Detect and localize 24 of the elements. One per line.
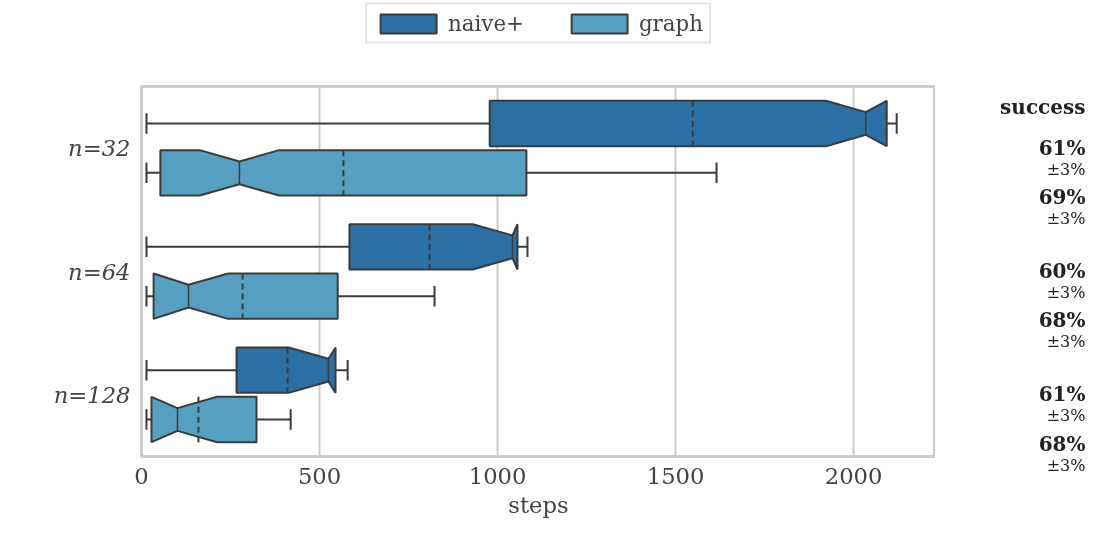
text: 68%	[1038, 308, 1086, 333]
legend-label: naive+	[448, 10, 524, 36]
text: ±3%	[1046, 159, 1086, 179]
text: success	[1000, 94, 1086, 119]
x-tick-label: 1000	[468, 462, 527, 489]
x-tick-label: 0	[134, 462, 149, 489]
text: 60%	[1038, 258, 1086, 283]
x-axis-title: steps	[508, 491, 569, 518]
text: 68%	[1038, 431, 1086, 456]
x-tick-label: 1500	[646, 462, 705, 489]
text: ±3%	[1046, 455, 1086, 475]
legend-label: graph	[638, 10, 703, 36]
text: ±3%	[1046, 208, 1086, 228]
x-tick-label: 2000	[824, 462, 883, 489]
text: ±3%	[1046, 332, 1086, 352]
x-tick-label: 500	[297, 462, 342, 489]
y-tick-label: n=64	[68, 258, 131, 285]
text: 61%	[1038, 135, 1086, 160]
text: ±3%	[1046, 282, 1086, 302]
y-tick-label: n=128	[53, 381, 131, 408]
text: 61%	[1038, 382, 1086, 407]
text: 69%	[1038, 184, 1086, 209]
y-tick-label: n=32	[68, 135, 131, 162]
text: ±3%	[1046, 406, 1086, 426]
